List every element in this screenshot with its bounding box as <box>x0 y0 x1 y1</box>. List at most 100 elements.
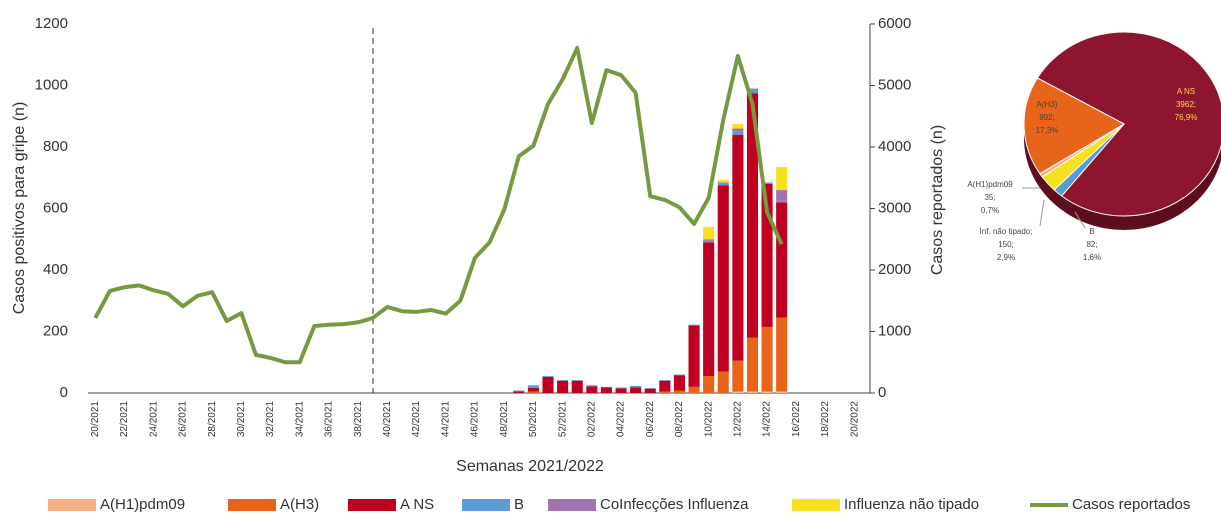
pie-value-label: 35; <box>984 193 995 202</box>
y-tick-label: 800 <box>43 138 68 155</box>
bar-segment <box>542 377 554 393</box>
pie-percent-label: 1,6% <box>1083 253 1101 262</box>
bar-segment <box>630 387 642 393</box>
bar-segment <box>776 391 788 393</box>
x-axis-title: Semanas 2021/2022 <box>456 458 604 475</box>
bar-segment <box>732 391 744 393</box>
y2-tick-label: 2000 <box>878 261 911 278</box>
line-series <box>93 45 784 365</box>
bar-segment <box>688 325 700 387</box>
bar-segment <box>717 179 729 183</box>
leader-line <box>1039 199 1045 227</box>
x-tick-label: 50/2021 <box>528 401 539 438</box>
x-tick-label: 36/2021 <box>324 401 335 438</box>
leader-line <box>1074 211 1086 229</box>
bar-segment <box>600 386 612 388</box>
x-tick-label: 52/2021 <box>557 401 568 438</box>
pie-value-label: 82; <box>1086 240 1097 249</box>
legend-swatch <box>462 499 510 511</box>
bar-segment <box>746 391 759 393</box>
x-tick-label: 48/2021 <box>499 401 510 438</box>
y-tick-label: 0 <box>60 384 68 401</box>
bar-segment <box>527 391 539 393</box>
bar-segment <box>703 376 715 393</box>
bar-segment <box>659 380 671 392</box>
y2-tick-label: 4000 <box>878 138 911 155</box>
bar-segment <box>513 391 525 393</box>
y-tick-label: 600 <box>43 199 68 216</box>
bar-segment <box>571 380 583 381</box>
bar-segment <box>644 388 656 389</box>
pie-slice <box>1036 31 1221 217</box>
bar-segment <box>644 388 656 393</box>
bar-segment <box>557 380 569 381</box>
bar-segment <box>688 324 700 326</box>
y2-tick-label: 3000 <box>878 199 911 216</box>
x-tick-label: 28/2021 <box>207 401 218 438</box>
legend-swatch <box>228 499 276 511</box>
bar-segment <box>615 387 627 389</box>
x-tick-label: 20/2022 <box>849 401 860 438</box>
bar-segment <box>717 185 729 372</box>
bar-segment <box>776 202 788 318</box>
bar-segment <box>761 182 773 184</box>
y2-tick-label: 6000 <box>878 15 911 32</box>
x-tick-label: 12/2022 <box>733 401 744 438</box>
bar-segment <box>776 200 788 203</box>
x-tick-label: 42/2021 <box>411 401 422 438</box>
x-tick-label: 22/2021 <box>119 401 130 438</box>
bar-segment <box>659 380 671 381</box>
legend-swatch <box>48 499 96 511</box>
bar-segment <box>527 385 539 388</box>
x-tick-label: 46/2021 <box>470 401 481 438</box>
legend-label: B <box>514 496 524 513</box>
bar-segment <box>761 183 773 327</box>
legend-label: CoInfecções Influenza <box>600 496 749 513</box>
bar-segment <box>703 240 715 243</box>
bar-segment <box>732 360 744 392</box>
bar-segment <box>732 131 744 135</box>
x-tick-label: 32/2021 <box>265 401 276 438</box>
bar-segment <box>600 387 612 393</box>
bar-segment <box>542 376 554 378</box>
legend-swatch <box>548 499 596 511</box>
x-tick-label: 14/2022 <box>762 401 773 438</box>
bar-segment <box>717 371 729 393</box>
legend-label: A(H3) <box>280 496 319 513</box>
bar-segment <box>761 391 773 393</box>
x-tick-label: 38/2021 <box>353 401 364 438</box>
bar-segment <box>688 386 700 393</box>
bar-segment <box>513 390 525 392</box>
bar-segment <box>527 387 539 392</box>
y2-tick-label: 1000 <box>878 322 911 339</box>
y2-tick-label: 0 <box>878 384 886 401</box>
bar-segment <box>586 386 598 393</box>
y-tick-label: 400 <box>43 261 68 278</box>
bar-segment <box>746 337 759 392</box>
bar-segment <box>615 388 627 393</box>
bar-segment <box>776 317 788 392</box>
x-tick-label: 08/2022 <box>674 401 685 438</box>
bar-segment <box>703 242 715 377</box>
x-tick-label: 20/2021 <box>90 401 101 438</box>
bar-segment <box>732 128 744 132</box>
bar-segment <box>717 183 729 186</box>
y-tick-label: 200 <box>43 322 68 339</box>
bar-segment <box>630 385 642 388</box>
y2-tick-label: 5000 <box>878 76 911 93</box>
x-tick-label: 18/2022 <box>820 401 831 438</box>
y-tick-label: 1200 <box>35 15 68 32</box>
x-tick-label: 30/2021 <box>236 401 247 438</box>
pie-label: A(H1)pdm09 <box>967 180 1013 189</box>
bar-segment <box>557 380 569 393</box>
x-tick-label: 06/2022 <box>645 401 656 438</box>
pie-percent-label: 76,9% <box>1175 113 1198 122</box>
legend-swatch <box>348 499 396 511</box>
x-tick-label: 10/2022 <box>703 401 714 438</box>
bar-segment <box>703 226 715 240</box>
pie-label: A NS <box>1177 87 1195 96</box>
x-tick-label: 26/2021 <box>178 401 189 438</box>
bar-segment <box>746 88 759 91</box>
bar-segment <box>776 166 788 191</box>
